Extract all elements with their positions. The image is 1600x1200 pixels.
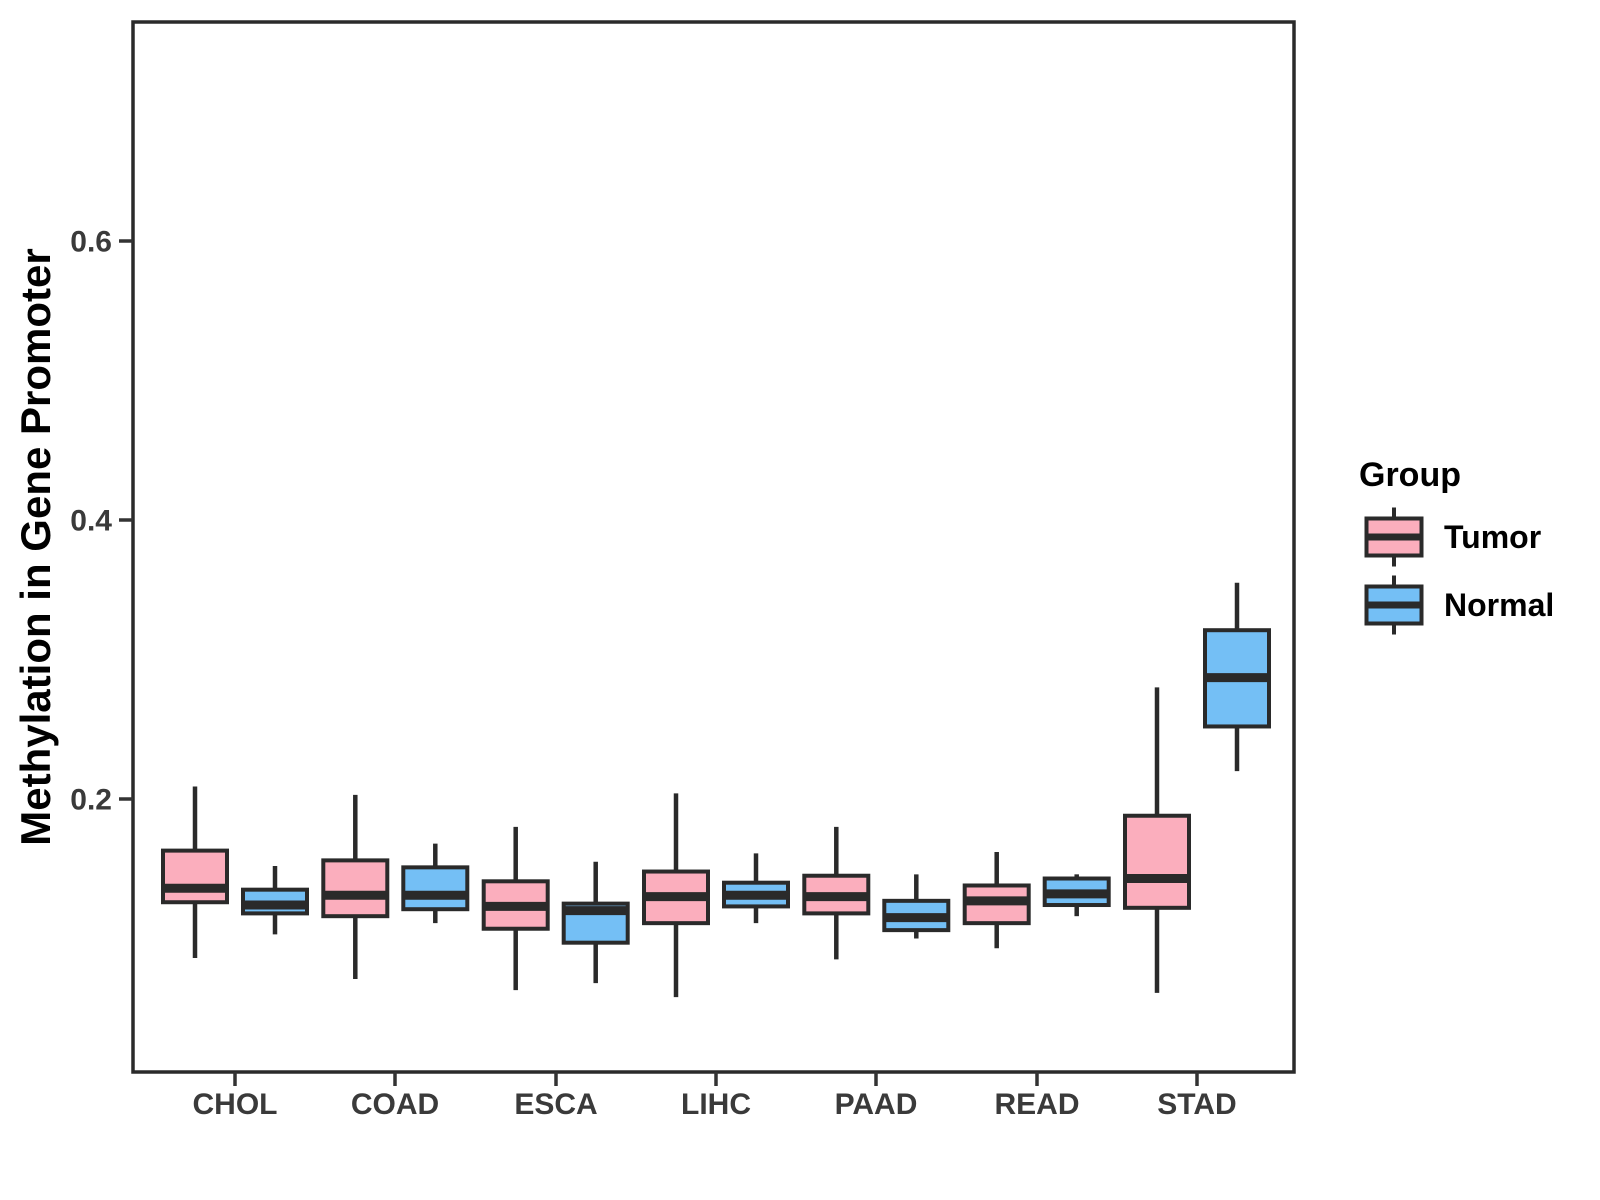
box-read-tumor xyxy=(962,852,1031,949)
box-lihc-normal xyxy=(722,853,790,924)
y-tick-label: 0.2 xyxy=(70,784,112,817)
box-stad-normal xyxy=(1203,582,1271,772)
x-axis: CHOL COAD ESCA LIHC PAAD READ STAD xyxy=(193,1072,1237,1121)
legend-item-label: Tumor xyxy=(1444,519,1541,555)
iqr-box xyxy=(1123,813,1191,910)
box-lihc-tumor xyxy=(642,793,710,998)
box-chol-normal xyxy=(241,865,309,935)
legend: Group Tumor Normal xyxy=(1359,456,1554,635)
box-esca-normal xyxy=(561,861,630,984)
y-axis: 0.2 0.4 0.6 xyxy=(70,226,133,817)
legend-keys xyxy=(1364,507,1424,635)
box-paad-normal xyxy=(882,874,951,939)
y-axis-title: Methylation in Gene Promoter xyxy=(12,248,59,845)
legend-title: Group xyxy=(1359,456,1461,494)
iqr-box xyxy=(401,865,470,912)
y-tick-label: 0.6 xyxy=(70,226,112,259)
x-tick-label: ESCA xyxy=(514,1088,597,1121)
x-tick-label: LIHC xyxy=(681,1088,751,1121)
iqr-box xyxy=(321,858,390,919)
legend-item-label: Normal xyxy=(1444,587,1554,623)
legend-key-tumor xyxy=(1364,507,1424,567)
x-tick-label: READ xyxy=(994,1088,1079,1121)
x-tick-label: CHOL xyxy=(193,1088,278,1121)
iqr-box xyxy=(161,848,229,905)
x-tick-label: PAAD xyxy=(835,1088,918,1121)
box-read-normal xyxy=(1042,874,1111,917)
boxes-layer xyxy=(161,582,1271,998)
box-chol-tumor xyxy=(161,786,229,959)
x-tick-label: COAD xyxy=(351,1088,439,1121)
box-coad-tumor xyxy=(321,794,390,979)
x-tick-label: STAD xyxy=(1157,1088,1236,1121)
box-paad-tumor xyxy=(802,826,871,960)
y-tick-label: 0.4 xyxy=(70,505,112,538)
box-stad-tumor xyxy=(1123,687,1191,993)
box-esca-tumor xyxy=(481,826,550,991)
legend-key-normal xyxy=(1364,575,1424,635)
box-coad-normal xyxy=(401,843,470,924)
